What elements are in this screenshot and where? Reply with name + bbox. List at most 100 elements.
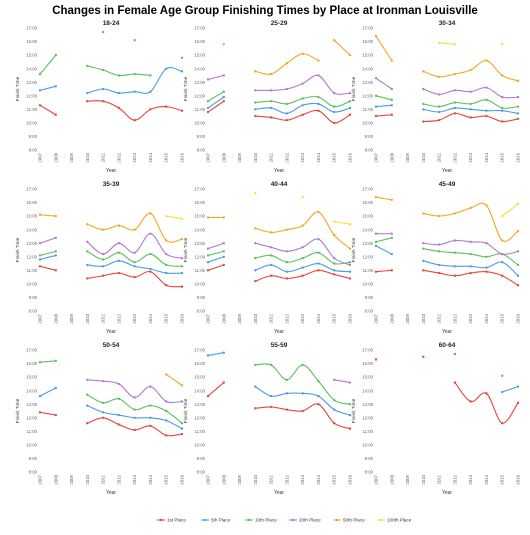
data-point	[117, 91, 121, 95]
x-tick-label: 2007	[374, 313, 379, 323]
series-100th-place	[165, 214, 184, 221]
y-tick-label: 17:00	[362, 348, 373, 353]
data-point	[180, 285, 184, 288]
panel-25-29: 25-29 8:00 9:00 10:00 11:00 12:00 13:00 14:00 15…	[183, 20, 353, 174]
y-tick-label: 15:00	[362, 375, 373, 380]
y-tick-label: 16:00	[362, 39, 373, 44]
x-tick-label: 2009	[69, 313, 74, 323]
x-tick-label: 2013	[300, 152, 305, 162]
data-point	[269, 116, 273, 119]
legend-swatch-dot	[379, 518, 383, 522]
data-point	[117, 74, 121, 77]
chart-title: Changes in Female Age Group Finishing Ti…	[52, 5, 478, 17]
data-point	[149, 385, 152, 388]
series-line	[375, 35, 393, 61]
y-tick-label: 13:00	[194, 241, 205, 246]
data-point	[501, 252, 504, 256]
data-point	[254, 101, 257, 104]
data-point	[285, 112, 289, 115]
data-point	[333, 398, 336, 402]
series-line	[334, 379, 351, 384]
series-5th-place	[374, 104, 520, 115]
data-point	[516, 284, 520, 287]
y-tick-label: 8:00	[365, 148, 374, 153]
y-tick-label: 11:00	[27, 107, 38, 112]
panel-title: 30-34	[439, 20, 456, 27]
data-point	[206, 106, 210, 110]
y-tick-label: 9:00	[197, 456, 206, 461]
panel-60-64: 60-64 8:00 9:00 10:00 11:00 12:00 13:00 14:00 15…	[351, 342, 521, 496]
data-point	[285, 408, 289, 411]
data-point	[54, 413, 57, 417]
series-5th-place	[453, 352, 520, 394]
data-point	[374, 244, 378, 248]
series-1st-place	[38, 411, 184, 437]
series-100th-place	[254, 191, 352, 226]
data-point	[254, 108, 257, 111]
x-tick-label: 2016	[516, 313, 521, 323]
y-tick-label: 15:00	[194, 375, 205, 380]
data-point	[149, 404, 152, 407]
data-point	[180, 237, 184, 241]
x-tick-label: 2013	[132, 152, 137, 162]
x-tick-label: 2007	[38, 152, 43, 162]
data-point	[285, 392, 289, 395]
data-point	[38, 411, 42, 414]
data-point	[117, 259, 121, 263]
data-point	[165, 67, 168, 70]
series-line	[39, 265, 56, 271]
y-tick-label: 17:00	[26, 187, 37, 192]
data-point	[390, 87, 393, 91]
y-tick-label: 16:00	[362, 200, 373, 205]
data-point	[149, 267, 152, 271]
series-100th-place	[501, 202, 520, 218]
data-point	[516, 105, 520, 108]
data-point	[222, 90, 225, 93]
y-tick-label: 16:00	[26, 39, 37, 44]
y-tick-label: 9:00	[29, 456, 38, 461]
series-line	[39, 250, 56, 256]
data-point	[437, 214, 441, 218]
y-tick-label: 12:00	[26, 254, 37, 259]
data-point	[206, 78, 210, 81]
x-tick-label: 2012	[452, 474, 457, 484]
data-point	[133, 428, 136, 432]
data-point	[317, 269, 320, 272]
y-tick-label: 10:00	[362, 281, 373, 286]
x-tick-label: 2014	[484, 313, 489, 323]
y-tick-label: 8:00	[365, 470, 374, 475]
legend-item: 1st Place	[157, 518, 186, 523]
data-point	[390, 269, 393, 272]
data-point	[254, 407, 257, 410]
y-axis-label: Finish Time	[15, 237, 21, 262]
data-point	[501, 106, 504, 110]
series-line	[207, 256, 224, 263]
data-point	[422, 247, 425, 250]
series-line	[375, 77, 393, 90]
data-point	[117, 242, 121, 245]
series-line	[87, 65, 151, 77]
data-point	[165, 252, 168, 256]
data-point	[269, 363, 273, 367]
data-point	[469, 271, 472, 275]
data-point	[516, 112, 520, 115]
x-tick-label: 2013	[300, 474, 305, 484]
series-line	[207, 242, 224, 250]
data-point	[374, 94, 378, 97]
data-point	[301, 104, 304, 107]
data-point	[149, 416, 152, 419]
data-point	[222, 255, 225, 258]
data-point	[165, 105, 168, 108]
series-line	[333, 39, 351, 56]
y-tick-label: 9:00	[197, 134, 206, 139]
data-point	[453, 239, 457, 242]
data-point	[453, 89, 457, 92]
data-point	[180, 384, 184, 387]
data-point	[101, 401, 105, 405]
x-axis-label: Year	[106, 168, 116, 174]
legend-item: 20th Place	[289, 518, 321, 523]
legend-swatch-dot	[203, 518, 207, 522]
data-point	[254, 242, 257, 245]
data-point	[501, 74, 504, 77]
x-tick-label: 2009	[405, 152, 410, 162]
